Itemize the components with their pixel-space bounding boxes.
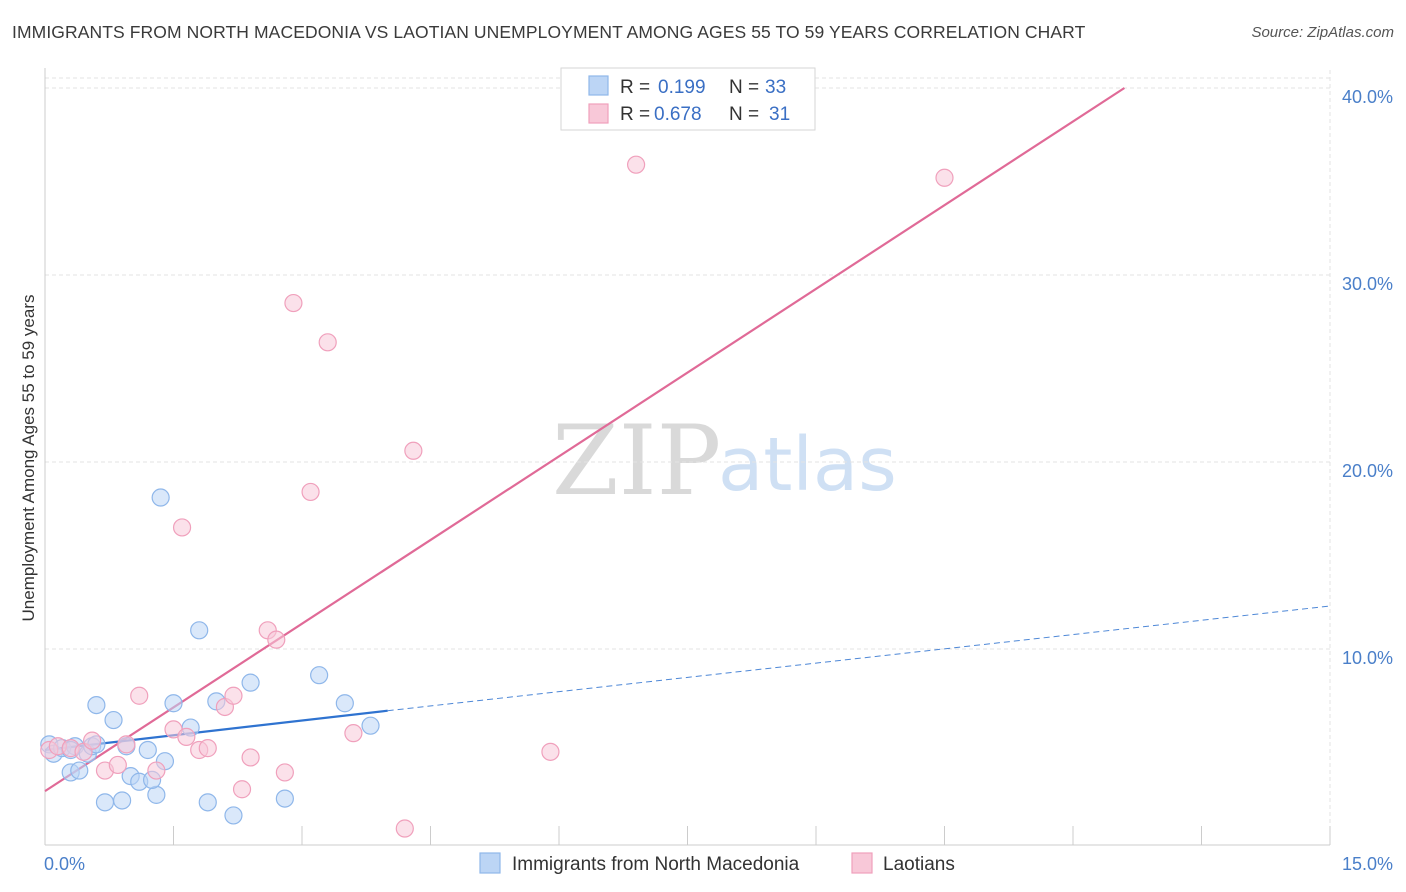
series-legend-label-macedonia: Immigrants from North Macedonia (512, 854, 800, 875)
point-laotians-4 (83, 731, 102, 750)
point-laotians-23 (301, 482, 320, 502)
tick-labels: 10.0% 20.0% 30.0% 40.0% 0.0% 15.0% (44, 87, 1393, 874)
point-laotians-25 (344, 724, 363, 743)
x-tick-label-15: 15.0% (1342, 854, 1393, 874)
point-laotians-27 (404, 441, 423, 460)
chart-title: IMMIGRANTS FROM NORTH MACEDONIA VS LAOTI… (12, 22, 1086, 42)
series-legend-swatch-laotians (851, 852, 873, 874)
point-macedonia-24 (224, 806, 243, 825)
series-legend-label-laotians: Laotians (883, 854, 955, 875)
legend-r-value-2: 0.678 (654, 104, 702, 125)
legend-r-label-2: R = (620, 104, 650, 125)
data-points (40, 155, 954, 838)
point-macedonia-22 (198, 793, 217, 812)
point-laotians-26 (395, 819, 414, 838)
series-legend-swatch-macedonia (479, 852, 501, 874)
point-laotians-6 (108, 755, 127, 775)
legend-swatch-laotians (588, 103, 609, 124)
point-laotians-16 (224, 686, 243, 705)
y-tick-label-40: 40.0% (1342, 87, 1393, 107)
legend-n-label-1: N = (729, 77, 759, 98)
point-macedonia-19 (164, 694, 183, 713)
legend-r-label-1: R = (620, 77, 650, 98)
point-macedonia-10 (104, 710, 123, 730)
series-legend: Immigrants from North Macedonia Laotians (479, 852, 955, 875)
y-axis-title: Unemployment Among Ages 55 to 59 years (19, 295, 38, 622)
point-laotians-21 (275, 763, 294, 782)
legend-swatch-macedonia (588, 75, 609, 96)
legend-r-value-1: 0.199 (658, 77, 706, 98)
point-laotians-8 (130, 686, 149, 705)
point-laotians-9 (147, 761, 166, 780)
point-laotians-30 (935, 168, 954, 187)
point-macedonia-27 (310, 666, 329, 685)
trend-line-laotians (44, 87, 1126, 793)
y-tick-label-30: 30.0% (1342, 274, 1393, 294)
point-laotians-7 (117, 735, 136, 754)
legend-n-value-1: 33 (765, 77, 786, 98)
point-macedonia-5 (70, 761, 89, 780)
watermark-atlas: atlas (718, 422, 897, 508)
y-tick-label-10: 10.0% (1342, 648, 1393, 668)
legend-n-label-2: N = (729, 104, 759, 125)
legend-n-value-2: 31 (769, 104, 790, 125)
point-laotians-24 (318, 333, 337, 352)
grid-lines (45, 70, 1331, 845)
point-macedonia-28 (335, 694, 354, 713)
source-label: Source: ZipAtlas.com (1251, 24, 1394, 41)
point-macedonia-25 (241, 673, 260, 692)
point-laotians-18 (241, 748, 260, 767)
point-macedonia-16 (147, 785, 166, 804)
point-macedonia-9 (95, 793, 115, 812)
point-macedonia-8 (87, 695, 106, 715)
point-macedonia-17 (151, 488, 170, 507)
watermark-zip: ZIP (552, 405, 721, 517)
x-tick-label-0: 0.0% (44, 854, 85, 874)
y-tick-label-20: 20.0% (1342, 461, 1393, 481)
point-macedonia-26 (275, 789, 294, 808)
point-macedonia-11 (112, 791, 132, 810)
trend-line-macedonia-extension (387, 605, 1331, 712)
correlation-legend: R = 0.199 N = 33 R = 0.678 N = 31 (560, 67, 816, 131)
point-laotians-22 (284, 293, 303, 313)
point-macedonia-21 (190, 621, 209, 640)
point-laotians-17 (232, 780, 252, 799)
point-macedonia-29 (361, 716, 380, 735)
point-laotians-29 (626, 155, 646, 174)
point-laotians-11 (177, 727, 196, 746)
point-laotians-14 (198, 739, 217, 758)
point-laotians-12 (172, 518, 192, 537)
point-macedonia-15 (138, 740, 157, 760)
point-laotians-20 (267, 630, 286, 649)
point-laotians-28 (541, 742, 560, 761)
axes (44, 68, 1331, 846)
